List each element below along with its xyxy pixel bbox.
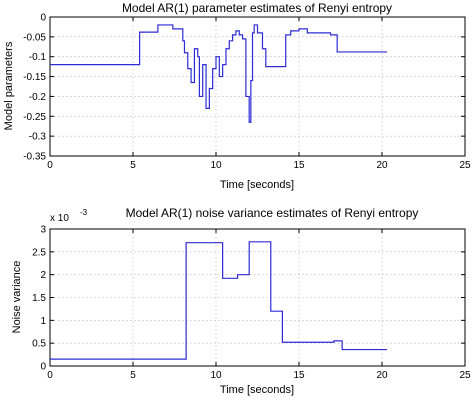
x-tick-label: 5 bbox=[130, 160, 136, 171]
x-tick-label: 0 bbox=[47, 160, 53, 171]
series-line bbox=[50, 241, 387, 360]
y-tick-label: 1.5 bbox=[32, 293, 46, 304]
x-tick-label: 15 bbox=[293, 370, 305, 381]
parameter-chart: 0 5 10 15 20 25 0 -0.05 -0.1 -0.15 -0.2 -0.25 -0.3 -0… bbox=[3, 1, 471, 191]
x-tick-label: 5 bbox=[130, 370, 136, 381]
y-multiplier-exponent: -3 bbox=[80, 208, 88, 217]
parameter-ticks: 0 5 10 15 20 25 0 -0.05 -0.1 -0.15 -0.2 -0.25 -0.3 -0… bbox=[23, 13, 471, 172]
y-tick-label: -0.1 bbox=[29, 52, 47, 63]
x-tick-label: 20 bbox=[376, 370, 388, 381]
y-tick-label: 3 bbox=[40, 225, 46, 236]
y-tick-label: -0.05 bbox=[23, 32, 46, 43]
y-tick-label: 2.5 bbox=[32, 247, 46, 258]
x-tick-label: 10 bbox=[210, 370, 222, 381]
series-line bbox=[50, 24, 387, 123]
x-tick-label: 10 bbox=[210, 160, 222, 171]
y-tick-label: -0.15 bbox=[23, 72, 46, 83]
noise-variance-ticks: 0 5 10 15 20 25 3 2.5 2 1.5 1 0.5 0 bbox=[32, 225, 471, 382]
parameter-grid bbox=[50, 17, 465, 156]
x-tick-label: 25 bbox=[459, 370, 471, 381]
noise-variance-chart-title: Model AR(1) noise variance estimates of … bbox=[126, 206, 419, 220]
noise-variance-y-axis-label: Noise variance bbox=[11, 261, 23, 334]
noise-variance-series-group bbox=[50, 241, 387, 360]
noise-variance-grid bbox=[50, 229, 465, 366]
noise-variance-chart: 0 5 10 15 20 25 3 2.5 2 1.5 1 0.5 0 Model AR(1) nois… bbox=[11, 206, 471, 396]
x-tick-label: 25 bbox=[459, 160, 471, 171]
y-tick-label: 1 bbox=[40, 316, 46, 327]
y-tick-label: 2 bbox=[40, 270, 46, 281]
y-tick-label: -0.3 bbox=[29, 132, 47, 143]
parameter-x-axis-label: Time [seconds] bbox=[220, 179, 294, 191]
x-tick-label: 0 bbox=[47, 370, 53, 381]
x-tick-label: 15 bbox=[293, 160, 305, 171]
noise-variance-x-axis-label: Time [seconds] bbox=[220, 384, 294, 396]
parameter-plot-area bbox=[49, 16, 466, 157]
x-tick-label: 20 bbox=[376, 160, 388, 171]
y-tick-label: -0.25 bbox=[23, 112, 46, 123]
parameter-chart-title: Model AR(1) parameter estimates of Renyi… bbox=[122, 1, 392, 15]
y-multiplier-label: x 10 bbox=[50, 213, 69, 224]
y-tick-label: 0.5 bbox=[32, 339, 46, 350]
parameter-y-axis-label: Model parameters bbox=[3, 41, 15, 130]
y-tick-label: 0 bbox=[40, 13, 46, 24]
y-tick-label: 0 bbox=[40, 362, 46, 373]
parameter-series-group bbox=[50, 24, 387, 123]
y-tick-label: -0.35 bbox=[23, 152, 46, 163]
y-tick-label: -0.2 bbox=[29, 92, 47, 103]
